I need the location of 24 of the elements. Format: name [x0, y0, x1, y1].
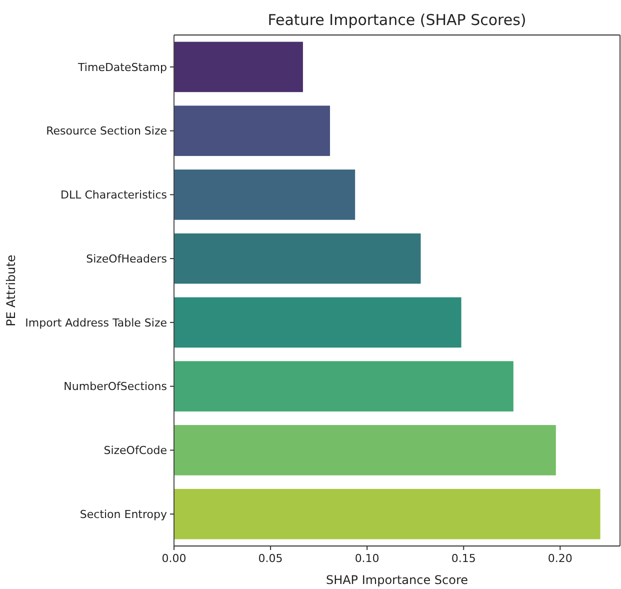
x-tick-label: 0.10: [354, 552, 380, 565]
bar: [174, 424, 557, 476]
x-tick-label: 0.15: [451, 552, 476, 565]
y-tick-label: SizeOfCode: [104, 444, 168, 458]
x-tick-label: 0.05: [258, 552, 283, 565]
y-tick-label: Import Address Table Size: [25, 316, 168, 330]
bar: [174, 296, 462, 348]
bar: [174, 360, 514, 412]
x-tick-label: 0.00: [162, 552, 186, 565]
x-tick-label: 0.20: [548, 552, 572, 565]
y-axis-title: PE Attribute: [4, 254, 18, 326]
bar: [174, 40, 304, 93]
y-tick-label: NumberOfSections: [64, 380, 168, 394]
bar: [174, 232, 422, 285]
y-tick-label: SizeOfHeaders: [86, 252, 168, 266]
chart-title: Feature Importance (SHAP Scores): [268, 11, 526, 29]
y-tick-label: DLL Characteristics: [60, 188, 168, 202]
y-tick-label: Section Entropy: [80, 508, 168, 521]
bar: [174, 168, 356, 221]
y-tick-label: TimeDateStamp: [77, 60, 168, 74]
bar: [174, 488, 602, 540]
bar: [174, 104, 331, 157]
y-tick-label: Resource Section Size: [46, 124, 168, 138]
x-axis-title: SHAP Importance Score: [326, 573, 468, 587]
